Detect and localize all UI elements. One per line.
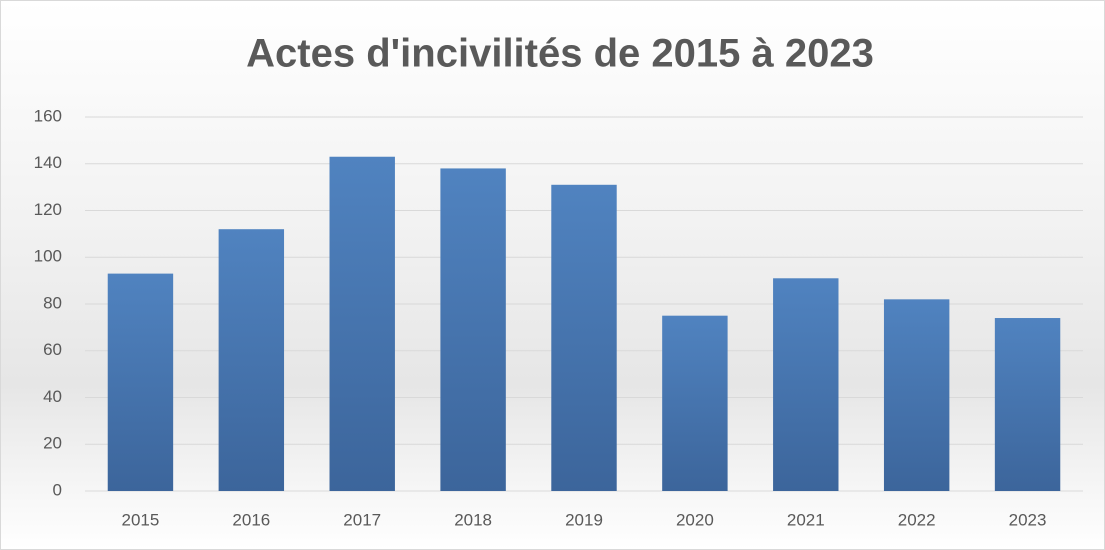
x-tick-label: 2020 — [676, 510, 714, 529]
bar — [107, 273, 174, 491]
y-tick-label: 40 — [43, 387, 62, 406]
bar — [662, 315, 728, 491]
y-tick-label: 160 — [34, 106, 62, 125]
x-tick-label: 2022 — [898, 510, 936, 529]
y-tick-label: 80 — [43, 293, 62, 312]
bar — [440, 168, 506, 492]
x-tick-label: 2019 — [565, 510, 603, 529]
y-tick-label: 100 — [34, 247, 62, 266]
bar — [329, 156, 395, 492]
x-tick-label: 2018 — [454, 510, 492, 529]
y-tick-label: 20 — [43, 434, 62, 453]
y-tick-label: 60 — [43, 340, 62, 359]
bar — [994, 318, 1061, 491]
y-tick-label: 0 — [53, 480, 62, 499]
x-tick-label: 2023 — [1009, 510, 1047, 529]
x-tick-label: 2021 — [787, 510, 825, 529]
bar — [551, 184, 617, 491]
x-tick-label: 2017 — [343, 510, 381, 529]
bar — [773, 278, 839, 491]
bar — [883, 299, 950, 491]
chart-title: Actes d'incivilités de 2015 à 2023 — [246, 32, 874, 76]
x-tick-label: 2016 — [232, 510, 270, 529]
y-tick-label: 120 — [34, 200, 62, 219]
bar — [218, 229, 285, 491]
x-tick-label: 2015 — [122, 510, 160, 529]
y-tick-label: 140 — [34, 153, 62, 172]
